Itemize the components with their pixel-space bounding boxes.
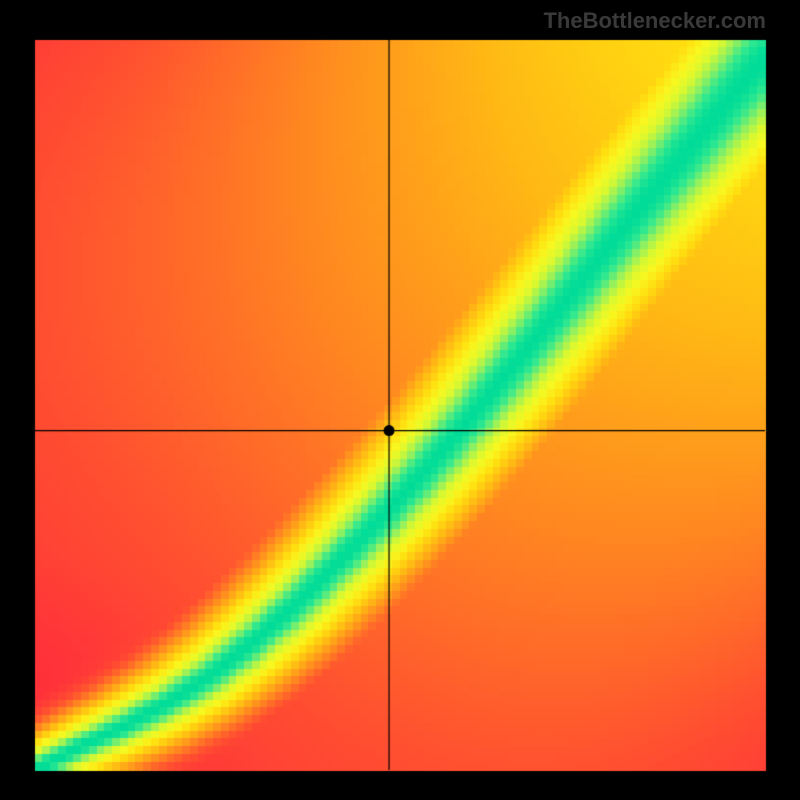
heatmap-canvas (0, 0, 800, 800)
watermark-text: TheBottlenecker.com (543, 8, 766, 34)
chart-container: TheBottlenecker.com (0, 0, 800, 800)
